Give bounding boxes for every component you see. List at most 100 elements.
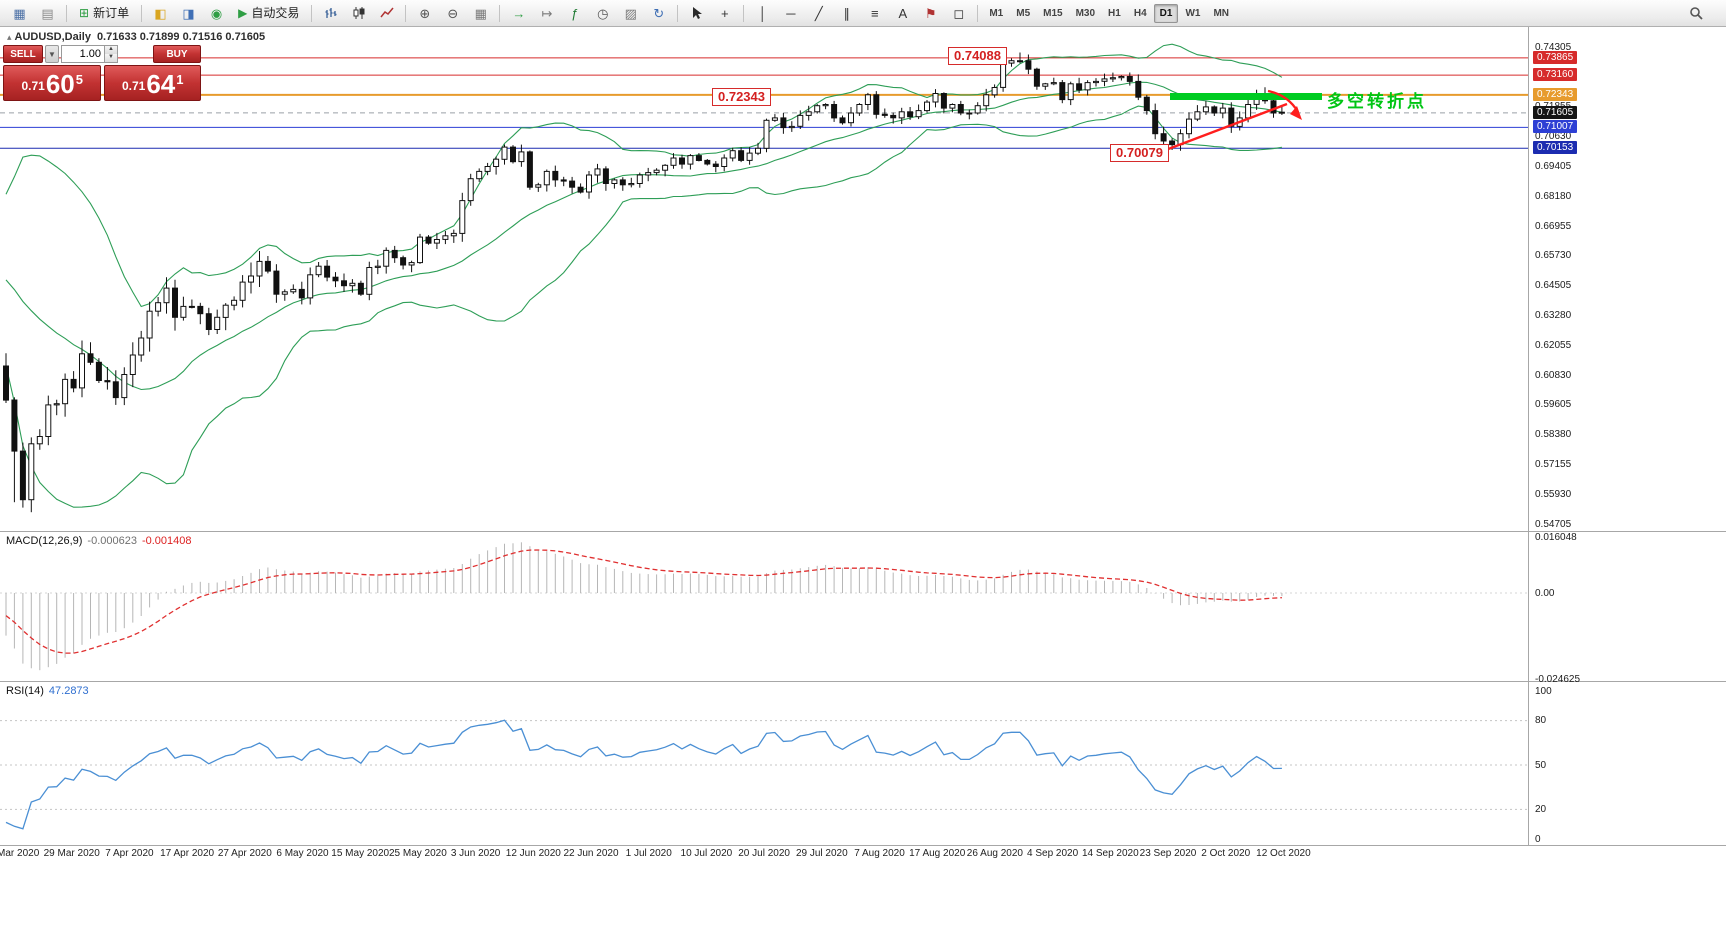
chart-symbol-period: AUDUSD,Daily xyxy=(14,31,91,43)
zoom-out-icon: ⊖ xyxy=(447,5,459,21)
price-callout-low[interactable]: 0.70079 xyxy=(1110,144,1169,162)
order-type-dropdown[interactable]: ▼ xyxy=(45,45,59,63)
price-axis-label: 0.68180 xyxy=(1535,190,1572,202)
timeframe-h1-button[interactable]: H1 xyxy=(1108,7,1121,19)
channel-icon: ∥ xyxy=(843,5,851,21)
lot-step-down-icon[interactable]: ▼ xyxy=(105,54,117,62)
auto-scroll-button[interactable]: → xyxy=(505,2,532,25)
timeframe-m30-button[interactable]: M30 xyxy=(1075,7,1096,19)
text-tool-icon: A xyxy=(898,5,908,21)
arrows-button[interactable]: ⚑ xyxy=(917,2,944,25)
lot-step-up-icon[interactable]: ▲ xyxy=(105,46,117,54)
new-order-button[interactable]: ⊞ 新订单 xyxy=(72,2,136,25)
price-callout-level[interactable]: 0.72343 xyxy=(712,88,771,106)
timeframe-m1-button[interactable]: M1 xyxy=(989,7,1004,19)
pane-separator[interactable] xyxy=(0,531,1726,532)
sell-button[interactable]: SELL xyxy=(3,45,43,63)
shapes-button[interactable]: ◻ xyxy=(945,2,972,25)
date-label: 7 Apr 2020 xyxy=(105,848,154,859)
turning-point-annotation[interactable]: 多空转折点 xyxy=(1327,92,1427,111)
timeframe-w1-button[interactable]: W1 xyxy=(1185,7,1201,19)
price-axis[interactable]: 0.743050.718550.706300.694050.681800.669… xyxy=(1529,0,1726,943)
sell-price-big: 60 xyxy=(45,69,75,99)
bar-chart-button[interactable] xyxy=(317,2,344,25)
autotrading-button[interactable]: ▶ 自动交易 xyxy=(231,2,306,25)
date-label: 4 Sep 2020 xyxy=(1027,848,1079,859)
chart-shift-button[interactable]: ↦ xyxy=(533,2,560,25)
periods-button[interactable]: ◷ xyxy=(589,2,616,25)
horizontal-line-icon: ─ xyxy=(786,5,796,21)
new-order-label: 新订单 xyxy=(93,6,130,20)
turning-point-bar xyxy=(1170,93,1322,100)
price-axis-label: 0.65730 xyxy=(1535,250,1572,262)
toolbar: ▦ ▤ ⊞ 新订单 ◧ ◨ ◉ ▶ 自动交易 ⊕ ⊖ ▦ → ↦ ƒ ◷ ▨ ↻ + │ ─ ╱ ∥ ≡ A ⚑ ◻ M1 M5 M15 M… xyxy=(0,0,1726,27)
indicators-button[interactable]: ƒ xyxy=(561,2,588,25)
date-label: 9 Mar 2020 xyxy=(0,848,40,859)
crosshair-button[interactable]: + xyxy=(711,2,738,25)
search-button[interactable] xyxy=(1683,2,1710,25)
lot-stepper[interactable]: ▲ ▼ xyxy=(105,45,118,63)
chart-context-icon: ▴ xyxy=(7,32,12,42)
timeframe-m15-button[interactable]: M15 xyxy=(1043,7,1063,19)
navigator-icon: ◨ xyxy=(182,5,195,21)
market-watch-button[interactable]: ◧ xyxy=(147,2,174,25)
price-level-badge: 0.72343 xyxy=(1533,87,1578,101)
price-level-badge: 0.70153 xyxy=(1533,141,1578,155)
scripts-button[interactable]: ◉ xyxy=(203,2,230,25)
date-label: 25 May 2020 xyxy=(388,848,447,859)
trendline-button[interactable]: ╱ xyxy=(805,2,832,25)
vertical-line-button[interactable]: │ xyxy=(749,2,776,25)
price-level-badge: 0.71007 xyxy=(1533,120,1578,134)
refresh-icon: ↻ xyxy=(653,5,665,21)
search-icon xyxy=(1689,6,1704,21)
price-level-badge: 0.71605 xyxy=(1533,105,1578,119)
zoom-out-button[interactable]: ⊖ xyxy=(439,2,466,25)
timeframe-h4-button[interactable]: H4 xyxy=(1133,7,1147,19)
price-axis-label: 0.58380 xyxy=(1535,429,1572,441)
fibonacci-button[interactable]: ≡ xyxy=(861,2,888,25)
main-price-chart[interactable] xyxy=(0,27,1528,531)
refresh-button[interactable]: ↻ xyxy=(645,2,672,25)
price-axis-label: 0.69405 xyxy=(1535,160,1572,172)
date-label: 22 Jun 2020 xyxy=(563,848,619,859)
chart-ohlc-values: 0.71633 0.71899 0.71516 0.71605 xyxy=(96,31,266,43)
rsi-axis-label: 0 xyxy=(1535,833,1541,845)
navigator-button[interactable]: ◨ xyxy=(175,2,202,25)
zoom-in-icon: ⊕ xyxy=(419,5,431,21)
pane-separator[interactable] xyxy=(0,845,1726,846)
buy-price-big: 64 xyxy=(146,69,176,99)
timeframe-m5-button[interactable]: M5 xyxy=(1016,7,1031,19)
date-label: 17 Apr 2020 xyxy=(160,848,215,859)
templates-button[interactable]: ▨ xyxy=(617,2,644,25)
new-order-icon: ⊞ xyxy=(79,6,90,20)
line-chart-button[interactable] xyxy=(373,2,400,25)
new-chart-button[interactable]: ▦ xyxy=(6,2,33,25)
pane-separator[interactable] xyxy=(0,681,1726,682)
buy-button[interactable]: BUY xyxy=(153,45,201,63)
zoom-in-button[interactable]: ⊕ xyxy=(411,2,438,25)
price-axis-separator xyxy=(1528,27,1529,846)
channel-button[interactable]: ∥ xyxy=(833,2,860,25)
macd-axis-label: -0.024625 xyxy=(1535,673,1581,685)
lot-size-input[interactable] xyxy=(61,45,105,63)
timeframe-mn-button[interactable]: MN xyxy=(1213,7,1229,19)
text-tool-button[interactable]: A xyxy=(889,2,916,25)
toolbar-separator xyxy=(977,4,979,22)
date-label: 6 May 2020 xyxy=(276,848,329,859)
buy-price-button[interactable]: 0.71 64 1 xyxy=(103,65,201,101)
rsi-axis-label: 50 xyxy=(1535,759,1547,771)
price-callout-high[interactable]: 0.74088 xyxy=(948,47,1007,65)
macd-indicator-pane[interactable] xyxy=(0,533,1528,681)
candle-chart-button[interactable] xyxy=(345,2,372,25)
horizontal-line-button[interactable]: ─ xyxy=(777,2,804,25)
toolbar-separator xyxy=(499,4,501,22)
cursor-button[interactable] xyxy=(683,2,710,25)
profiles-button[interactable]: ▤ xyxy=(34,2,61,25)
price-axis-label: 0.64505 xyxy=(1535,280,1572,292)
sell-price-button[interactable]: 0.71 60 5 xyxy=(3,65,101,101)
tile-windows-button[interactable]: ▦ xyxy=(467,2,494,25)
timeframe-d1-button[interactable]: D1 xyxy=(1153,3,1179,23)
price-axis-label: 0.54705 xyxy=(1535,518,1572,530)
rsi-indicator-pane[interactable] xyxy=(0,683,1528,845)
